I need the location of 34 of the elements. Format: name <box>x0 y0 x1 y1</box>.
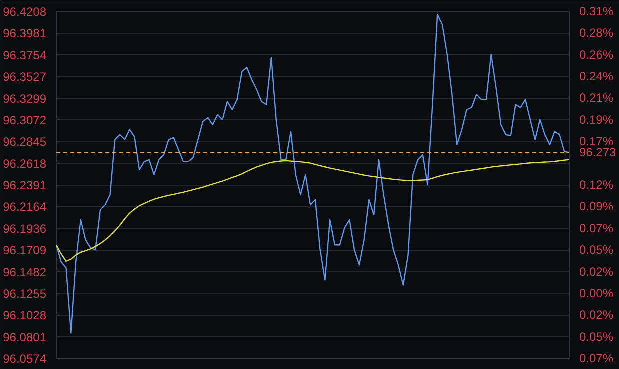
y-tick-label: 96.2845 <box>3 135 47 150</box>
y2-tick-label: 0.26% <box>580 48 614 62</box>
y-tick-label: 96.2618 <box>3 156 47 171</box>
y2-tick-label: 0.12% <box>580 178 614 192</box>
y2-tick-label: 0.07% <box>580 221 614 236</box>
y-tick-label: 96.3299 <box>3 92 47 106</box>
y-tick-label: 96.1255 <box>3 286 47 301</box>
y-tick-label: 96.1482 <box>3 265 47 280</box>
y2-tick-label: 0.00% <box>580 286 614 300</box>
y2-tick-label: 0.19% <box>580 112 614 127</box>
y-tick-label: 96.3072 <box>3 113 47 128</box>
y-tick-label: 96.2391 <box>3 178 47 192</box>
y-tick-label: 96.0801 <box>3 330 47 344</box>
y2-tick-label: 0.02% <box>580 308 614 322</box>
line-series <box>56 159 570 262</box>
y2-tick-label: 0.21% <box>580 91 614 106</box>
y-tick-label: 96.4208 <box>3 5 47 19</box>
y-tick-label: 96.2164 <box>3 200 47 214</box>
y2-tick-label: 0.07% <box>580 352 614 366</box>
line-series <box>56 14 570 334</box>
y-tick-label: 96.3981 <box>3 26 47 41</box>
y-tick-label: 96.1709 <box>3 244 47 258</box>
y2-tick-label: 0.24% <box>580 70 614 84</box>
y2-tick-label: 0.28% <box>580 26 614 40</box>
y-tick-label: 96.3754 <box>3 48 47 62</box>
y-tick-label: 96.0574 <box>3 352 47 366</box>
y-tick-label: 96.3527 <box>3 70 47 84</box>
y2-tick-label: 0.05% <box>580 243 614 258</box>
y2-tick-label: 0.02% <box>580 264 614 279</box>
y2-tick-label: 0.09% <box>580 200 614 214</box>
y2-tick-label: 0.31% <box>580 4 614 18</box>
y-tick-label: 96.1936 <box>3 222 47 236</box>
y-tick-label: 96.1028 <box>3 308 47 323</box>
y2-tick-label: 0.05% <box>580 330 614 344</box>
